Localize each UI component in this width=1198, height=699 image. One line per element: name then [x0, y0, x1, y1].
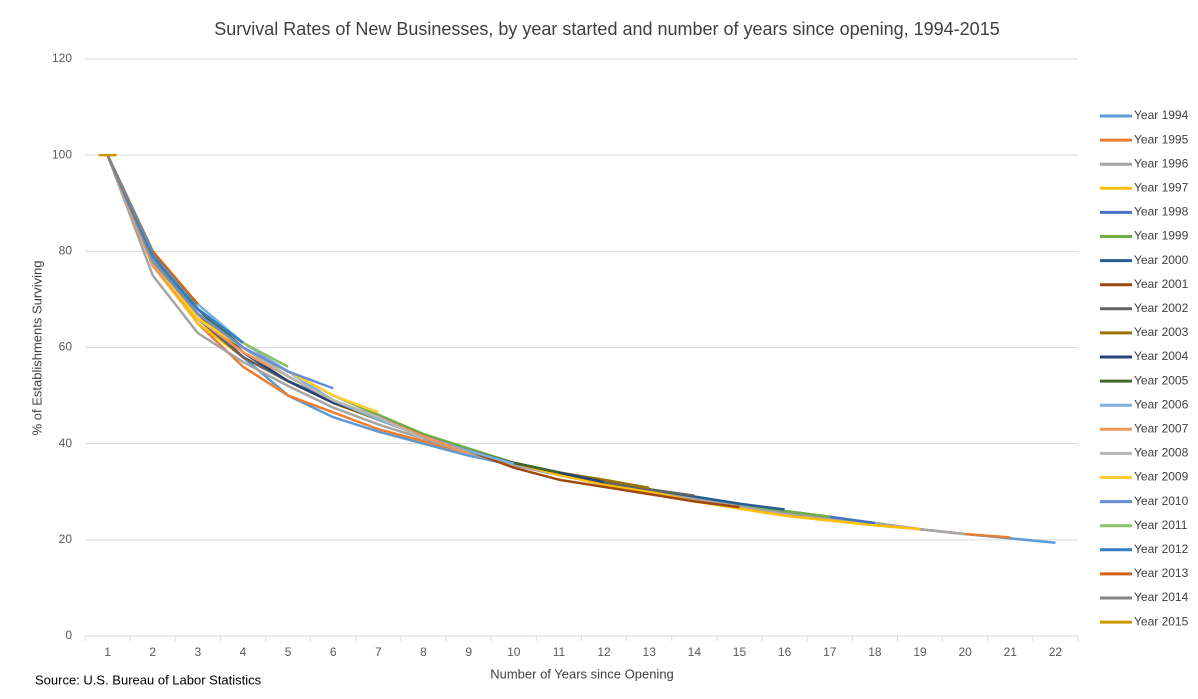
legend-label: Year 1998 — [1134, 205, 1189, 219]
legend-label: Year 2002 — [1134, 301, 1189, 315]
series-line — [106, 154, 740, 509]
legend-label: Year 2001 — [1134, 277, 1189, 291]
legend-label: Year 2009 — [1134, 470, 1189, 484]
x-tick-label: 16 — [778, 645, 792, 659]
x-tick-label: 22 — [1049, 645, 1063, 659]
x-tick-label: 15 — [733, 645, 747, 659]
y-axis-title: % of Establishments Surviving — [29, 261, 44, 436]
y-tick-label: 120 — [52, 51, 72, 65]
x-tick-label: 1 — [104, 645, 111, 659]
series-line — [106, 154, 515, 466]
y-tick-label: 60 — [59, 340, 73, 354]
series-line — [106, 154, 379, 414]
x-tick-label: 4 — [240, 645, 247, 659]
series-line — [106, 154, 199, 306]
x-tick-label: 17 — [823, 645, 837, 659]
series-line — [106, 154, 244, 344]
y-tick-label: 80 — [59, 244, 73, 258]
legend-label: Year 2007 — [1134, 421, 1189, 435]
legend-label: Year 2015 — [1134, 614, 1189, 628]
legend-label: Year 2000 — [1134, 253, 1189, 267]
series-line — [106, 154, 470, 455]
series-line — [106, 154, 695, 497]
x-tick-label: 18 — [868, 645, 882, 659]
x-tick-label: 10 — [507, 645, 521, 659]
y-tick-label: 20 — [59, 532, 73, 546]
source-note: Source: U.S. Bureau of Labor Statistics — [35, 672, 262, 687]
series-line — [106, 154, 334, 390]
legend-label: Year 2003 — [1134, 325, 1189, 339]
y-tick-label: 40 — [59, 436, 73, 450]
y-tick-label: 100 — [52, 147, 72, 161]
x-tick-label: 13 — [643, 645, 657, 659]
legend-label: Year 1995 — [1134, 132, 1189, 146]
x-tick-label: 21 — [1004, 645, 1018, 659]
x-tick-label: 14 — [688, 645, 702, 659]
legend-label: Year 2005 — [1134, 373, 1189, 387]
x-tick-label: 8 — [420, 645, 427, 659]
x-tick-label: 20 — [958, 645, 972, 659]
x-tick-label: 9 — [465, 645, 472, 659]
legend-label: Year 2006 — [1134, 397, 1189, 411]
x-tick-label: 3 — [194, 645, 201, 659]
x-tick-label: 7 — [375, 645, 382, 659]
x-tick-label: 2 — [149, 645, 156, 659]
x-tick-label: 6 — [330, 645, 337, 659]
legend-label: Year 1996 — [1134, 156, 1189, 170]
series-line — [106, 154, 605, 484]
chart-title: Survival Rates of New Businesses, by yea… — [214, 19, 999, 39]
series-line — [106, 154, 289, 368]
series-line — [106, 154, 154, 252]
x-tick-label: 12 — [597, 645, 611, 659]
legend-label: Year 2014 — [1134, 590, 1189, 604]
x-tick-label: 19 — [913, 645, 927, 659]
legend-label: Year 2010 — [1134, 494, 1189, 508]
legend-label: Year 2012 — [1134, 542, 1189, 556]
legend-label: Year 1997 — [1134, 180, 1189, 194]
legend-label: Year 1994 — [1134, 108, 1189, 122]
legend-label: Year 2004 — [1134, 349, 1189, 363]
x-tick-label: 5 — [285, 645, 292, 659]
y-tick-label: 0 — [65, 628, 72, 642]
legend-label: Year 2008 — [1134, 446, 1189, 460]
series-line — [106, 154, 425, 440]
legend-label: Year 2013 — [1134, 566, 1189, 580]
x-tick-label: 11 — [553, 645, 566, 659]
legend-label: Year 2011 — [1134, 518, 1188, 532]
x-axis-title: Number of Years since Opening — [490, 666, 674, 681]
legend-label: Year 1999 — [1134, 229, 1189, 243]
series-line — [106, 154, 560, 474]
